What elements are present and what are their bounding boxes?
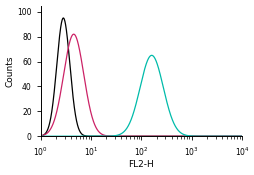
X-axis label: FL2-H: FL2-H [128, 160, 154, 169]
Y-axis label: Counts: Counts [6, 55, 14, 87]
